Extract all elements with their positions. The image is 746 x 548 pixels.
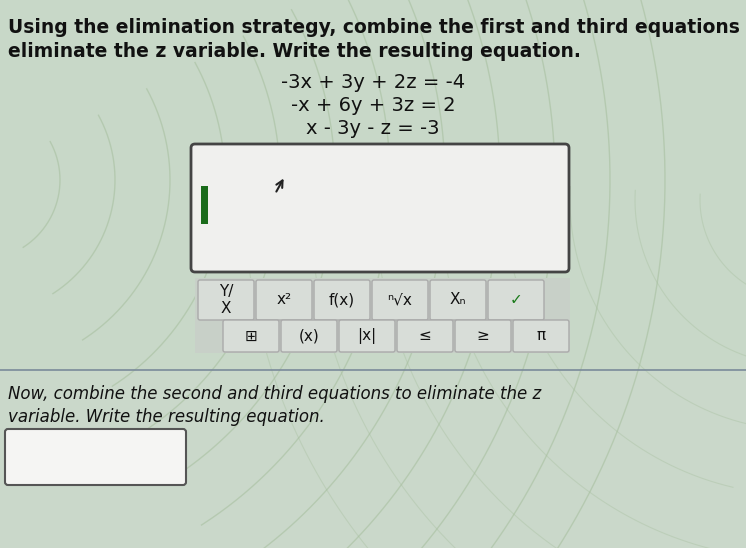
Bar — [0, 370, 746, 548]
FancyBboxPatch shape — [191, 144, 569, 272]
Text: Y/
X: Y/ X — [219, 284, 233, 316]
Text: Xₙ: Xₙ — [450, 293, 466, 307]
Text: x - 3y - z = -3: x - 3y - z = -3 — [307, 119, 439, 138]
FancyBboxPatch shape — [223, 320, 279, 352]
Text: ⊞: ⊞ — [245, 328, 257, 344]
FancyBboxPatch shape — [281, 320, 337, 352]
FancyBboxPatch shape — [455, 320, 511, 352]
FancyBboxPatch shape — [5, 429, 186, 485]
FancyBboxPatch shape — [397, 320, 453, 352]
Bar — [195, 278, 570, 353]
Text: (x): (x) — [298, 328, 319, 344]
Text: π: π — [536, 328, 545, 344]
Text: -x + 6y + 3z = 2: -x + 6y + 3z = 2 — [291, 96, 455, 115]
FancyBboxPatch shape — [256, 280, 312, 320]
Text: ≥: ≥ — [477, 328, 489, 344]
Text: ⁿ√x: ⁿ√x — [388, 293, 413, 307]
FancyBboxPatch shape — [339, 320, 395, 352]
Text: ≤: ≤ — [419, 328, 431, 344]
Bar — [201, 186, 208, 224]
Text: f(x): f(x) — [329, 293, 355, 307]
Text: variable. Write the resulting equation.: variable. Write the resulting equation. — [8, 408, 325, 426]
FancyBboxPatch shape — [513, 320, 569, 352]
FancyBboxPatch shape — [488, 280, 544, 320]
Text: x²: x² — [277, 293, 292, 307]
FancyBboxPatch shape — [314, 280, 370, 320]
Text: |x|: |x| — [357, 328, 377, 344]
Text: -3x + 3y + 2z = -4: -3x + 3y + 2z = -4 — [281, 73, 465, 92]
Text: eliminate the z variable. Write the resulting equation.: eliminate the z variable. Write the resu… — [8, 42, 581, 61]
Text: Using the elimination strategy, combine the first and third equations to: Using the elimination strategy, combine … — [8, 18, 746, 37]
Text: ✓: ✓ — [510, 293, 522, 307]
FancyBboxPatch shape — [198, 280, 254, 320]
Text: Now, combine the second and third equations to eliminate the z: Now, combine the second and third equati… — [8, 385, 542, 403]
FancyBboxPatch shape — [372, 280, 428, 320]
FancyBboxPatch shape — [430, 280, 486, 320]
